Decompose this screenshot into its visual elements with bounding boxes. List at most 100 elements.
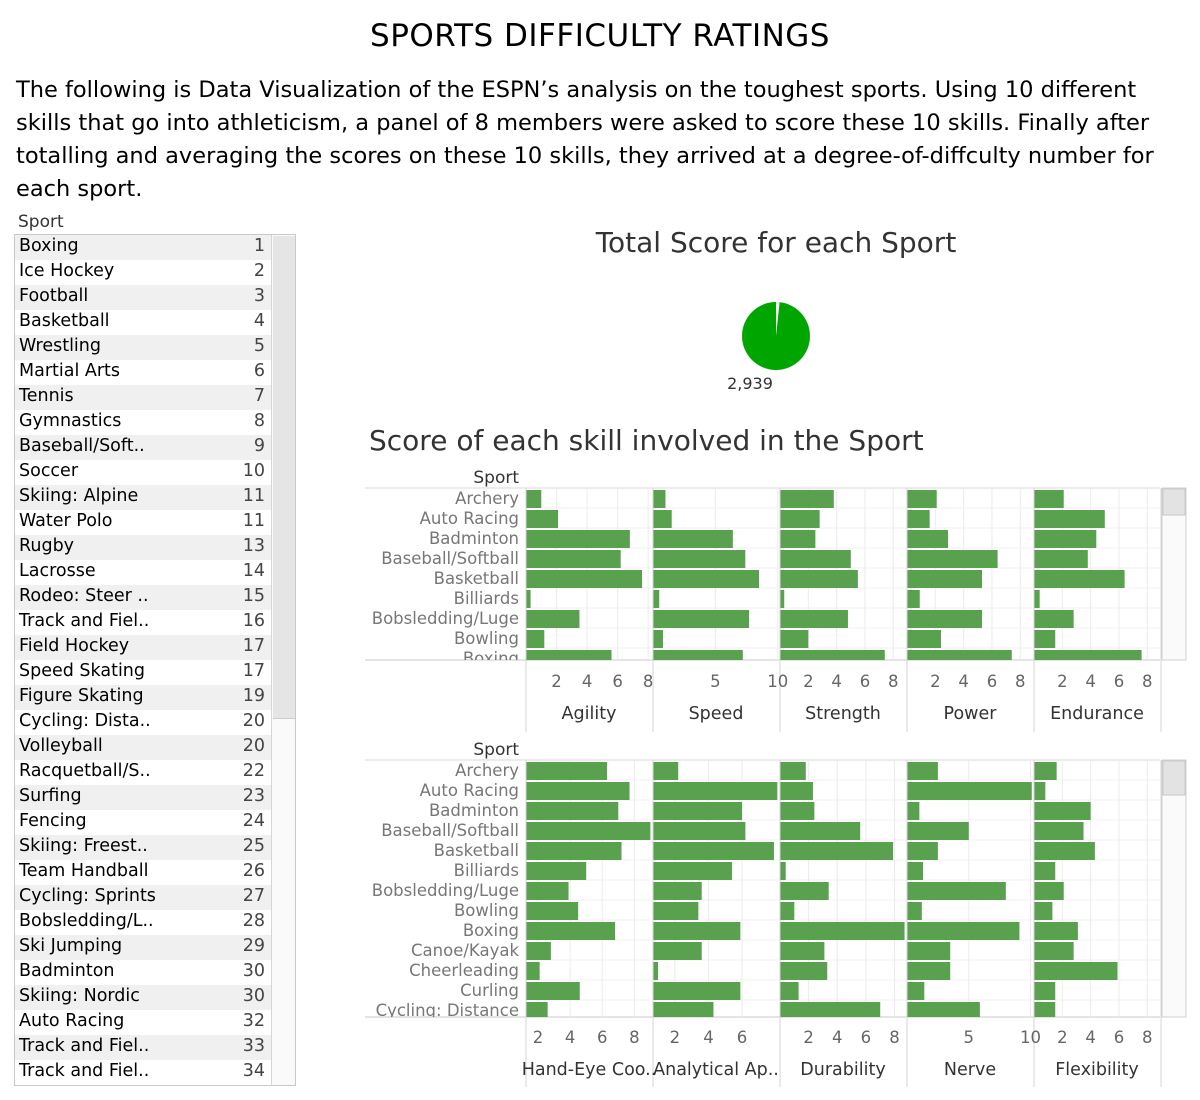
bar-speed-2[interactable] [653, 530, 733, 548]
bar-agility-4[interactable] [526, 570, 643, 588]
bar-analytical-ap--7[interactable] [653, 902, 699, 920]
bar-endurance-3[interactable] [1034, 550, 1088, 568]
ranking-row[interactable]: Track and Fiel.. 34 [15, 1060, 271, 1085]
bar-power-5[interactable] [907, 590, 920, 608]
ranking-row[interactable]: Volleyball 20 [15, 735, 271, 760]
ranking-row[interactable]: Soccer 10 [15, 460, 271, 485]
bar-strength-8[interactable] [780, 650, 885, 668]
bar-hand-eye-coo--8[interactable] [526, 922, 616, 940]
bar-flexibility-10[interactable] [1034, 962, 1118, 980]
bar-durability-5[interactable] [780, 862, 786, 880]
bar-analytical-ap--2[interactable] [653, 802, 743, 820]
bar-analytical-ap--10[interactable] [653, 962, 659, 980]
ranking-row[interactable]: Ice Hockey 2 [15, 260, 271, 285]
bar-speed-5[interactable] [653, 590, 660, 608]
chart-scrollbar-thumb[interactable] [1162, 488, 1186, 516]
bar-hand-eye-coo--11[interactable] [526, 982, 580, 1000]
ranking-row[interactable]: Track and Fiel.. 33 [15, 1035, 271, 1060]
bar-speed-3[interactable] [653, 550, 746, 568]
bar-nerve-5[interactable] [907, 862, 924, 880]
bar-flexibility-12[interactable] [1034, 1002, 1056, 1020]
bar-power-8[interactable] [907, 650, 1012, 668]
bar-analytical-ap--9[interactable] [653, 942, 702, 960]
bar-analytical-ap--6[interactable] [653, 882, 702, 900]
bar-nerve-3[interactable] [907, 822, 969, 840]
bar-hand-eye-coo--5[interactable] [526, 862, 587, 880]
ranking-row[interactable]: Basketball 4 [15, 310, 271, 335]
bar-strength-7[interactable] [780, 630, 809, 648]
bar-speed-1[interactable] [653, 510, 672, 528]
bar-nerve-11[interactable] [907, 982, 925, 1000]
bar-durability-6[interactable] [780, 882, 829, 900]
ranking-row[interactable]: Surfing 23 [15, 785, 271, 810]
bar-durability-12[interactable] [780, 1002, 881, 1020]
pie-slice-small[interactable] [776, 302, 780, 336]
bar-agility-0[interactable] [526, 490, 542, 508]
bar-durability-8[interactable] [780, 922, 905, 940]
bar-durability-9[interactable] [780, 942, 825, 960]
bar-durability-10[interactable] [780, 962, 828, 980]
ranking-row[interactable]: Fencing 24 [15, 810, 271, 835]
bar-agility-7[interactable] [526, 630, 545, 648]
bar-nerve-8[interactable] [907, 922, 1020, 940]
bar-endurance-2[interactable] [1034, 530, 1097, 548]
bar-durability-0[interactable] [780, 762, 806, 780]
bar-strength-2[interactable] [780, 530, 816, 548]
ranking-row[interactable]: Badminton 30 [15, 960, 271, 985]
bar-nerve-0[interactable] [907, 762, 938, 780]
bar-nerve-4[interactable] [907, 842, 938, 860]
bar-durability-1[interactable] [780, 782, 813, 800]
ranking-row[interactable]: Boxing 1 [15, 235, 271, 260]
bar-endurance-4[interactable] [1034, 570, 1125, 588]
bar-agility-2[interactable] [526, 530, 630, 548]
ranking-scrollbar[interactable] [271, 235, 295, 1085]
ranking-list[interactable]: Boxing 1 Ice Hockey 2 Football 3 Basketball 4 Wr… [14, 234, 296, 1086]
bar-speed-7[interactable] [653, 630, 663, 648]
bar-flexibility-3[interactable] [1034, 822, 1084, 840]
bar-hand-eye-coo--6[interactable] [526, 882, 569, 900]
bar-analytical-ap--12[interactable] [653, 1002, 714, 1020]
chart-scrollbar[interactable] [1161, 759, 1187, 1018]
ranking-row[interactable]: Baseball/Soft.. 9 [15, 435, 271, 460]
bar-strength-4[interactable] [780, 570, 858, 588]
bar-nerve-1[interactable] [907, 782, 1032, 800]
bar-durability-3[interactable] [780, 822, 861, 840]
bar-flexibility-8[interactable] [1034, 922, 1078, 940]
bar-analytical-ap--5[interactable] [653, 862, 732, 880]
bar-hand-eye-coo--3[interactable] [526, 822, 651, 840]
bar-nerve-12[interactable] [907, 1002, 980, 1020]
bar-agility-6[interactable] [526, 610, 580, 628]
ranking-row[interactable]: Cycling: Sprints 27 [15, 885, 271, 910]
ranking-row[interactable]: Skiing: Freest.. 25 [15, 835, 271, 860]
bar-flexibility-1[interactable] [1034, 782, 1046, 800]
bar-hand-eye-coo--2[interactable] [526, 802, 619, 820]
bar-agility-1[interactable] [526, 510, 559, 528]
bar-flexibility-9[interactable] [1034, 942, 1074, 960]
bar-nerve-6[interactable] [907, 882, 1006, 900]
bar-power-7[interactable] [907, 630, 941, 648]
bar-power-4[interactable] [907, 570, 983, 588]
bar-hand-eye-coo--12[interactable] [526, 1002, 548, 1020]
bar-power-3[interactable] [907, 550, 998, 568]
ranking-scrollbar-thumb[interactable] [273, 236, 295, 719]
ranking-row[interactable]: Skiing: Nordic 30 [15, 985, 271, 1010]
bar-endurance-0[interactable] [1034, 490, 1064, 508]
ranking-row[interactable]: Figure Skating 19 [15, 685, 271, 710]
bar-speed-8[interactable] [653, 650, 743, 668]
bar-hand-eye-coo--1[interactable] [526, 782, 630, 800]
ranking-row[interactable]: Tennis 7 [15, 385, 271, 410]
bar-durability-2[interactable] [780, 802, 815, 820]
bar-hand-eye-coo--10[interactable] [526, 962, 540, 980]
bar-power-1[interactable] [907, 510, 930, 528]
bar-flexibility-0[interactable] [1034, 762, 1057, 780]
ranking-row[interactable]: Lacrosse 14 [15, 560, 271, 585]
bar-hand-eye-coo--0[interactable] [526, 762, 608, 780]
ranking-row[interactable]: Ski Jumping 29 [15, 935, 271, 960]
bar-flexibility-7[interactable] [1034, 902, 1053, 920]
bar-strength-0[interactable] [780, 490, 834, 508]
bar-agility-5[interactable] [526, 590, 531, 608]
bar-agility-8[interactable] [526, 650, 612, 668]
bar-agility-3[interactable] [526, 550, 621, 568]
bar-strength-1[interactable] [780, 510, 820, 528]
bar-durability-11[interactable] [780, 982, 799, 1000]
